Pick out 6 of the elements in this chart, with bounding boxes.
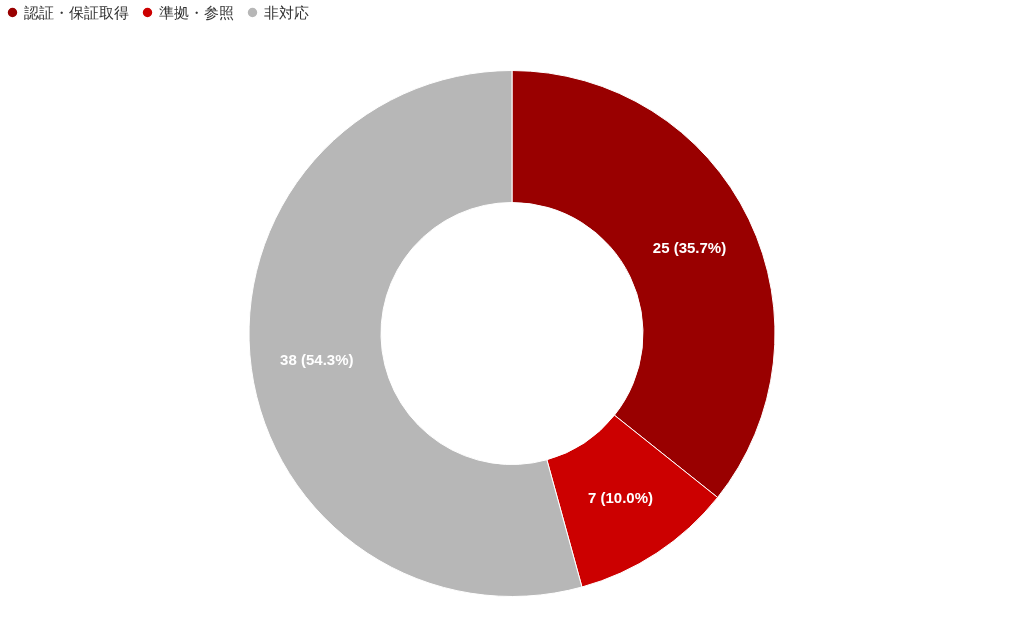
- data-label: 25 (35.7%): [652, 239, 727, 257]
- data-label: 7 (10.0%): [588, 488, 654, 506]
- legend-label: 認証・保証取得: [24, 3, 129, 22]
- data-label: 38 (54.3%): [280, 350, 354, 368]
- legend-label: 準拠・参照: [159, 3, 234, 22]
- legend-label: 非対応: [264, 3, 309, 22]
